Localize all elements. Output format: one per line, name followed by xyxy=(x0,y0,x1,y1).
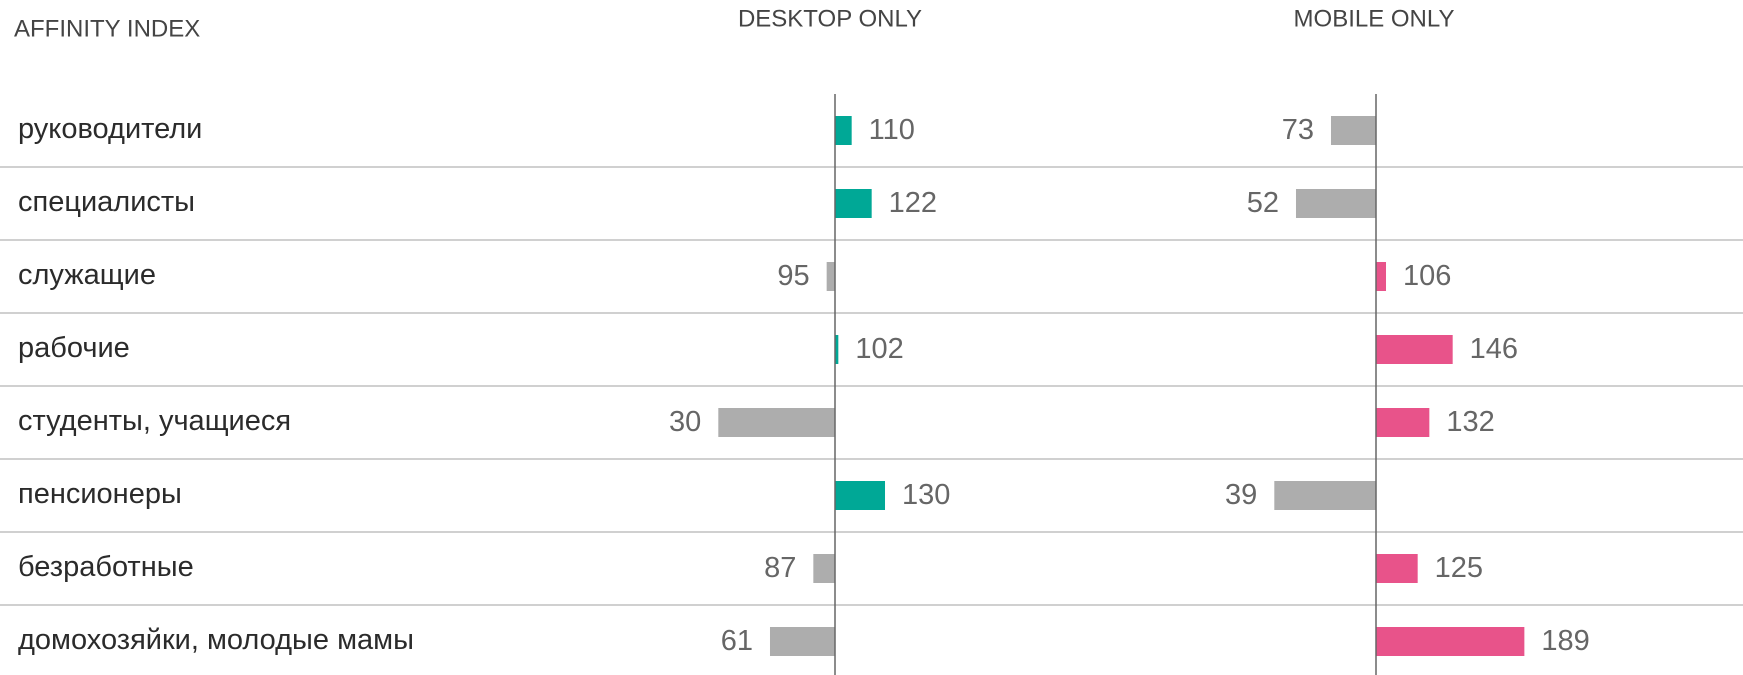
value-label: 189 xyxy=(1541,625,1589,657)
value-label: 125 xyxy=(1435,552,1483,584)
bar xyxy=(813,554,835,583)
bar xyxy=(835,335,839,364)
category-label: пенсионеры xyxy=(18,478,182,510)
bar xyxy=(826,262,835,291)
bar xyxy=(1376,408,1430,437)
category-label: домохозяйки, молодые мамы xyxy=(18,624,414,656)
value-label: 146 xyxy=(1470,333,1518,365)
bar xyxy=(1330,116,1376,145)
category-label: специалисты xyxy=(18,186,195,218)
bar xyxy=(1376,335,1453,364)
bar xyxy=(1295,189,1376,218)
value-label: 132 xyxy=(1446,406,1494,438)
category-label: студенты, учащиеся xyxy=(18,405,291,437)
bar xyxy=(835,189,872,218)
value-label: 110 xyxy=(869,114,915,146)
category-label: служащие xyxy=(18,259,156,291)
category-label: рабочие xyxy=(18,332,130,364)
value-label: 87 xyxy=(764,552,796,584)
value-label: 122 xyxy=(889,187,937,219)
bar xyxy=(769,627,835,656)
bar xyxy=(718,408,835,437)
chart-title: AFFINITY INDEX xyxy=(14,15,200,42)
category-label: безработные xyxy=(18,551,194,583)
bar xyxy=(835,481,886,510)
value-label: 95 xyxy=(777,260,809,292)
panel-title: MOBILE ONLY xyxy=(1294,5,1455,32)
value-label: 52 xyxy=(1247,187,1279,219)
value-label: 73 xyxy=(1282,114,1314,146)
value-label: 61 xyxy=(721,625,753,657)
bar xyxy=(1376,627,1525,656)
bar xyxy=(1274,481,1376,510)
value-label: 39 xyxy=(1225,479,1257,511)
bar xyxy=(1376,262,1387,291)
panel-title: DESKTOP ONLY xyxy=(738,5,922,32)
value-label: 30 xyxy=(669,406,701,438)
bar xyxy=(1376,554,1418,583)
value-label: 102 xyxy=(855,333,903,365)
bar xyxy=(835,116,852,145)
value-label: 130 xyxy=(902,479,950,511)
category-label: руководители xyxy=(18,113,202,145)
value-label: 106 xyxy=(1403,260,1451,292)
